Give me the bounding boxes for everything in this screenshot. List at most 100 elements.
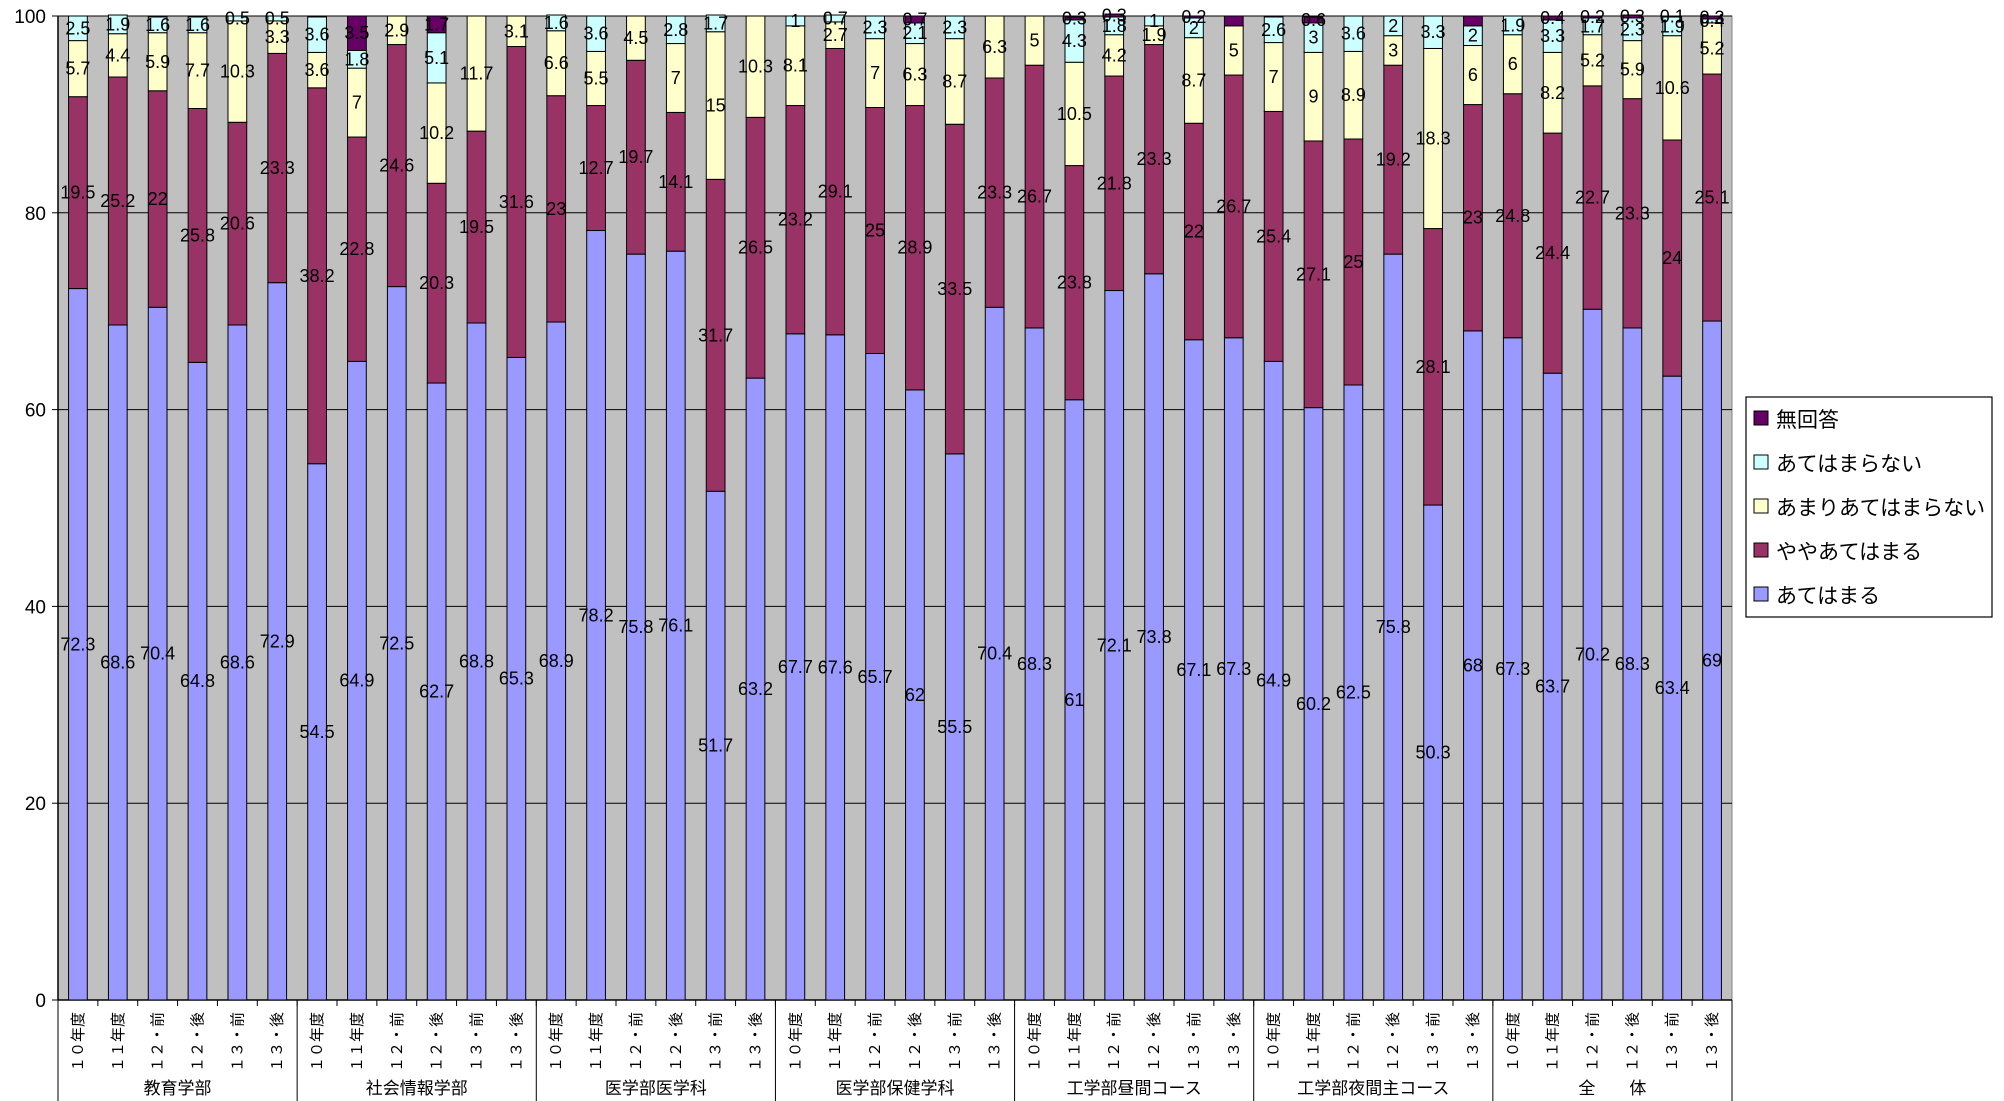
- data-label: 23.8: [1057, 273, 1092, 293]
- legend-label: あてはまる: [1776, 584, 1880, 608]
- x-category-label: １０年度: [1504, 1012, 1522, 1072]
- data-label: 5.1: [424, 48, 449, 68]
- data-label: 23: [546, 199, 566, 219]
- data-label: 3.3: [1540, 26, 1565, 46]
- data-label: 67.7: [778, 657, 813, 677]
- group-label: 医学部保健学科: [836, 1079, 955, 1099]
- group-label: 工学部昼間コース: [1067, 1079, 1202, 1099]
- x-category-label: １３・前: [1663, 1012, 1681, 1072]
- data-label: 2.1: [902, 23, 927, 43]
- bar-segment-3: [466, 15, 487, 132]
- data-label: 3.1: [504, 21, 529, 41]
- data-label: 2: [1189, 18, 1199, 38]
- data-label: 2.3: [942, 17, 967, 37]
- data-label: 1.8: [344, 49, 369, 69]
- data-label: 1.9: [105, 14, 130, 34]
- data-label: 68: [1463, 655, 1483, 675]
- x-category-label: １２・前: [149, 1012, 167, 1072]
- x-category-label: １３・前: [228, 1012, 246, 1072]
- data-label: 63.2: [738, 679, 773, 699]
- data-label: 5.2: [1580, 50, 1605, 70]
- plot-area: [57, 15, 1733, 1001]
- x-category-label: １０年度: [1026, 1012, 1044, 1072]
- data-label: 7: [1269, 67, 1279, 87]
- data-label: 14.1: [658, 172, 693, 192]
- bar-segment-4: [227, 15, 248, 22]
- x-category-label: １２・前: [866, 1012, 884, 1072]
- data-label: 2: [1468, 26, 1478, 46]
- data-label: 0.3: [1102, 6, 1127, 26]
- data-label: 28.9: [897, 238, 932, 258]
- data-label: 78.2: [579, 605, 614, 625]
- x-category-label: １０年度: [1265, 1012, 1283, 1072]
- data-label: 26.5: [738, 238, 773, 258]
- data-label: 4.3: [1062, 31, 1087, 51]
- data-label: 62.7: [419, 682, 454, 702]
- data-label: 75.8: [618, 617, 653, 637]
- group-label: 工学部夜間主コース: [1297, 1079, 1449, 1099]
- data-label: 5.5: [584, 68, 609, 88]
- data-label: 23.3: [977, 183, 1012, 203]
- x-category-label: １２・後: [667, 1012, 685, 1072]
- data-label: 0.3: [1620, 6, 1645, 26]
- data-label: 68.3: [1615, 654, 1650, 674]
- data-label: 0.1: [1660, 6, 1685, 26]
- data-label: 8.2: [1540, 83, 1565, 103]
- data-label: 8.1: [783, 56, 808, 76]
- data-label: 0.7: [823, 8, 848, 28]
- group-label: 教育学部: [144, 1079, 212, 1099]
- data-label: 8.7: [1181, 70, 1206, 90]
- bar-segment-3: [1024, 15, 1045, 66]
- data-label: 70.4: [977, 644, 1012, 664]
- data-label: 0.4: [1700, 11, 1725, 31]
- data-label: 1.7: [424, 14, 449, 34]
- data-label: 0.3: [1062, 8, 1087, 28]
- data-label: 3.6: [305, 25, 330, 45]
- data-label: 3.3: [1421, 22, 1446, 42]
- bar-segment-4: [1144, 15, 1164, 27]
- data-label: 5.7: [65, 59, 90, 79]
- data-label: 3: [1308, 28, 1318, 48]
- x-category-label: １３・前: [707, 1012, 725, 1072]
- x-category-label: １３・前: [946, 1012, 964, 1072]
- data-label: 4.4: [105, 45, 130, 65]
- data-label: 11.7: [460, 64, 494, 84]
- x-category-label: １３・前: [1424, 1012, 1442, 1072]
- data-label: 54.5: [300, 722, 335, 742]
- data-label: 25.2: [100, 191, 135, 211]
- y-tick-label: 60: [25, 401, 46, 422]
- data-label: 26.7: [1017, 187, 1052, 207]
- data-label: 2.3: [863, 17, 888, 37]
- data-label: 10.3: [220, 62, 255, 82]
- x-category-label: １２・前: [1584, 1012, 1602, 1072]
- data-label: 0.5: [265, 8, 290, 28]
- data-label: 65.3: [499, 669, 534, 689]
- data-label: 6: [1508, 54, 1518, 74]
- bar-segment-4: [68, 15, 88, 42]
- data-label: 12.7: [579, 158, 614, 178]
- data-label: 2.9: [384, 20, 409, 40]
- data-label: 4.5: [623, 28, 648, 48]
- data-label: 0.7: [902, 9, 927, 29]
- data-label: 64.8: [180, 671, 215, 691]
- data-label: 70.4: [140, 644, 175, 664]
- data-label: 0.3: [1700, 7, 1725, 27]
- data-label: 23.3: [1137, 149, 1172, 169]
- bar-segment-4: [825, 14, 846, 23]
- data-label: 68.6: [220, 652, 255, 672]
- bar-segment-5: [1702, 15, 1722, 20]
- bar-segment-5: [1582, 15, 1603, 19]
- data-label: 68.8: [459, 652, 494, 672]
- data-label: 1.9: [1660, 16, 1685, 36]
- bar-segment-5: [1184, 15, 1204, 19]
- data-label: 25.4: [1256, 226, 1291, 246]
- bar-segment-5: [1303, 16, 1324, 24]
- x-category-label: １２・前: [627, 1012, 645, 1072]
- data-label: 5.9: [145, 52, 170, 72]
- legend-swatch: [1753, 454, 1769, 470]
- data-label: 8.7: [942, 71, 967, 91]
- data-label: 10.6: [1655, 78, 1690, 98]
- group-label: 医学部医学科: [605, 1079, 707, 1099]
